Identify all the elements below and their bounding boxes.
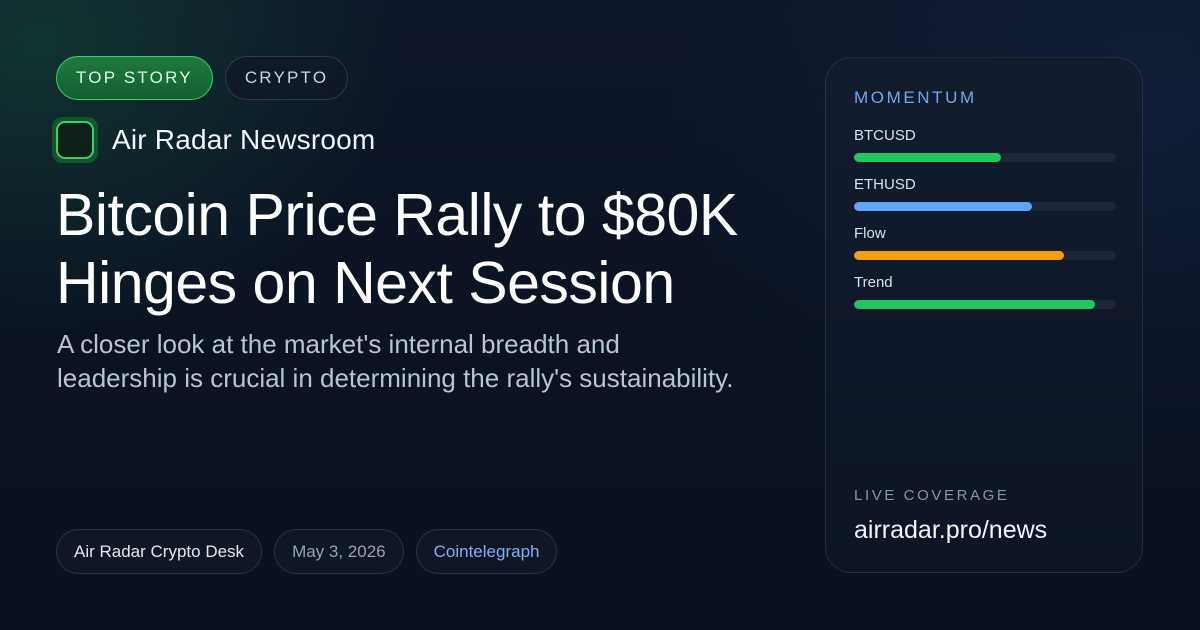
meta-row: Air Radar Crypto Desk May 3, 2026 Cointe… [56, 529, 558, 574]
meter-ethusd: ETHUSD [854, 175, 1116, 211]
brand-logo-icon [52, 117, 98, 163]
brand-name: Air Radar Newsroom [112, 124, 376, 155]
meter-label: BTCUSD [854, 127, 916, 144]
brand: Air Radar Newsroom [52, 117, 375, 163]
headline: Bitcoin Price Rally to $80K Hinges on Ne… [56, 182, 738, 316]
coverage-url-link[interactable]: airradar.pro/news [854, 516, 1048, 544]
meter-label: Flow [854, 225, 886, 242]
meter-label: Trend [854, 274, 893, 291]
source-link[interactable]: Cointelegraph [415, 529, 558, 574]
meter-fill [854, 202, 1033, 211]
tag-row: TOP STORY CRYPTO [56, 56, 349, 100]
meter-fill [854, 153, 1001, 162]
momentum-panel: MOMENTUM BTCUSD ETHUSD Flow Trend L [825, 57, 1143, 573]
meter-label: ETHUSD [854, 176, 916, 193]
meter-track [854, 300, 1116, 309]
author-chip: Air Radar Crypto Desk [56, 529, 263, 574]
date-chip: May 3, 2026 [274, 529, 404, 574]
meter-fill [854, 251, 1064, 260]
tag-crypto[interactable]: CRYPTO [224, 56, 349, 100]
meter-trend: Trend [854, 273, 1116, 309]
live-coverage-label: LIVE COVERAGE [854, 487, 1010, 504]
meter-track [854, 202, 1116, 211]
meter-track [854, 251, 1116, 260]
meter-flow: Flow [854, 224, 1116, 260]
meter-track [854, 153, 1116, 162]
tag-top-story[interactable]: TOP STORY [56, 56, 213, 100]
panel-title: MOMENTUM [854, 88, 977, 107]
summary: A closer look at the market's internal b… [57, 329, 734, 393]
meter-btcusd: BTCUSD [854, 126, 1116, 162]
brand-logo-square [56, 121, 94, 159]
meter-fill [854, 300, 1096, 309]
